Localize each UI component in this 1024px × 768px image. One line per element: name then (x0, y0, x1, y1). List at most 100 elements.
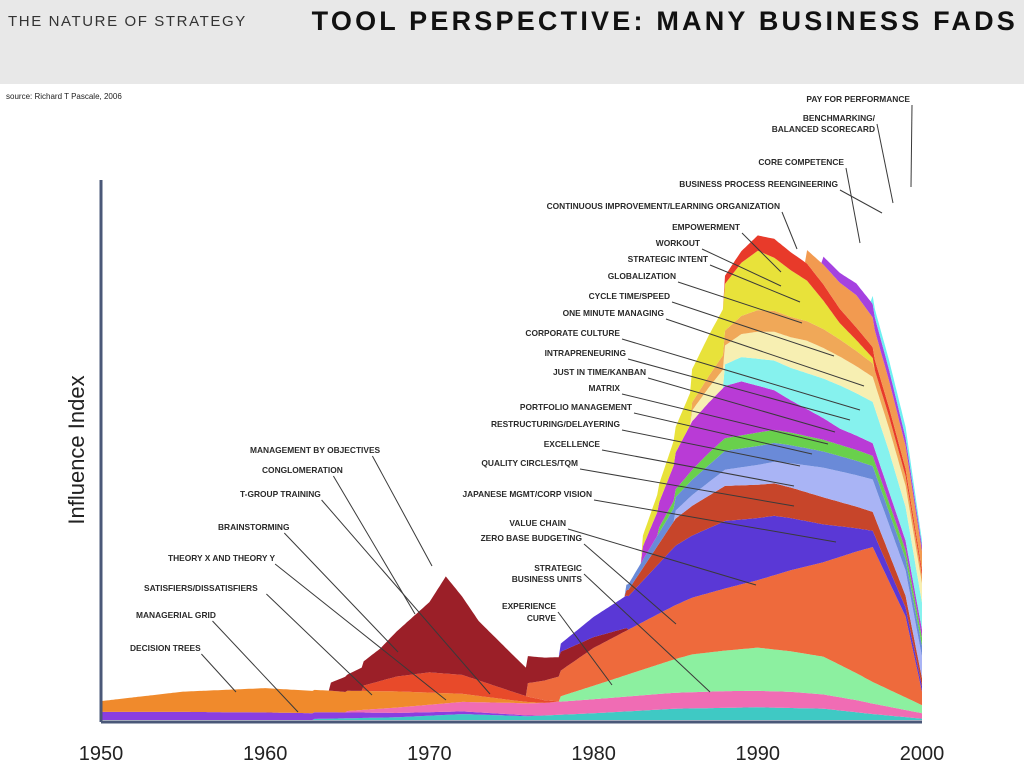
fad-label-management-by-objectives: MANAGEMENT BY OBJECTIVES (250, 445, 381, 455)
leader-line (321, 499, 491, 695)
area-strategic-intent (101, 310, 922, 702)
area-experience-curve (101, 707, 922, 720)
area-globalization (101, 331, 922, 702)
fad-label-excellence: EXCELLENCE (544, 439, 601, 449)
annotation-labels: PAY FOR PERFORMANCE BENCHMARKING/BALANCED… (130, 94, 910, 653)
leader-line (621, 393, 829, 445)
fad-label-continuous-improvement-learning-organization: CONTINUOUS IMPROVEMENT/LEARNING ORGANIZA… (547, 201, 780, 211)
leader-line (567, 528, 757, 586)
fad-label-decision-trees: DECISION TREES (130, 643, 201, 653)
leader-line (274, 563, 447, 701)
leader-line (557, 611, 613, 686)
fad-label-japanese-mgmt-corp-vision: JAPANESE MGMT/CORP VISION (462, 489, 592, 499)
area-excellence (101, 483, 922, 702)
leader-line (677, 281, 803, 324)
fad-label-satisfiers-dissatisfiers: SATISFIERS/DISSATISFIERS (144, 583, 258, 593)
leader-line (633, 412, 813, 455)
fad-label-benchmarking: BENCHMARKING/ (803, 113, 876, 123)
fad-label-empowerment: EMPOWERMENT (672, 222, 741, 232)
leader-line (741, 232, 782, 273)
fad-label-theory-x-and-theory-y: THEORY X AND THEORY Y (168, 553, 275, 563)
area-quality-circles-tqm (101, 515, 922, 702)
slide-title: TOOL PERSPECTIVE: MANY BUSINESS FADS (311, 6, 1018, 36)
area-pay-for-performance (101, 547, 922, 706)
fad-label-business-process-reengineering: BUSINESS PROCESS REENGINEERING (679, 179, 838, 189)
leader-line (839, 189, 883, 214)
fad-label-t-group-training: T-GROUP TRAINING (240, 489, 321, 499)
x-tick-label: 1970 (407, 743, 452, 765)
leader-line (283, 532, 399, 653)
area-zero-base-budgeting (101, 672, 922, 714)
fad-label-globalization: GLOBALIZATION (608, 271, 676, 281)
leader-line (583, 543, 677, 625)
area-decision-trees (101, 707, 922, 720)
fad-label-experience: EXPERIENCE (502, 601, 556, 611)
annotation-leader-lines (201, 104, 913, 713)
area-matrix (101, 442, 922, 702)
leader-line (266, 593, 373, 696)
fad-label-conglomeration: CONGLOMERATION (262, 465, 343, 475)
area-management-by-objectives (101, 547, 922, 702)
leader-line (845, 167, 861, 244)
leader-line (709, 264, 801, 303)
fad-label-just-in-time-kanban: JUST IN TIME/KANBAN (553, 367, 646, 377)
x-tick-label: 1950 (79, 743, 124, 765)
source-note: source: Richard T Pascale, 2006 (6, 92, 122, 101)
leader-line (665, 318, 865, 387)
fad-label-balanced-scorecard: BALANCED SCORECARD (772, 124, 875, 134)
leader-line (876, 123, 894, 204)
fad-label-curve: CURVE (527, 613, 557, 623)
area-business-process-reengineering (101, 235, 922, 702)
x-tick-label: 1960 (243, 743, 288, 765)
fad-label-strategic-intent: STRATEGIC INTENT (628, 254, 709, 264)
fad-label-business-units: BUSINESS UNITS (512, 574, 583, 584)
deck-title: THE NATURE OF STRATEGY (8, 13, 247, 30)
fad-label-one-minute-managing: ONE MINUTE MANAGING (563, 308, 664, 318)
fad-label-zero-base-budgeting: ZERO BASE BUDGETING (481, 533, 582, 543)
x-tick-label: 1990 (736, 743, 781, 765)
fad-label-quality-circles-tqm: QUALITY CIRCLES/TQM (481, 458, 578, 468)
fad-label-core-competence: CORE COMPETENCE (758, 157, 844, 167)
leader-line (601, 449, 795, 487)
fad-label-strategic: STRATEGIC (534, 563, 582, 573)
leader-line (671, 301, 835, 357)
fad-areas (101, 235, 922, 720)
fad-label-workout: WORKOUT (656, 238, 701, 248)
leader-line (212, 620, 299, 713)
area-managerial-grid (101, 688, 922, 714)
leader-line (627, 358, 851, 421)
leader-line (621, 429, 801, 467)
leader-line (332, 475, 416, 615)
area-strategic-business-units (101, 690, 922, 719)
y-axis-label: Influence Index (64, 375, 89, 524)
leader-line (701, 248, 782, 287)
area-continuous-improvement-learning-organization (101, 250, 922, 702)
fad-label-intrapreneuring: INTRAPRENEURING (545, 348, 626, 358)
leader-line (910, 104, 913, 188)
leader-line (593, 499, 837, 543)
leader-line (371, 455, 433, 567)
area-japanese-mgmt-corp-vision (101, 647, 922, 714)
fad-label-brainstorming: BRAINSTORMING (218, 522, 290, 532)
leader-line (201, 653, 237, 693)
fad-label-matrix: MATRIX (589, 383, 621, 393)
fad-label-value-chain: VALUE CHAIN (509, 518, 566, 528)
fad-label-managerial-grid: MANAGERIAL GRID (136, 610, 216, 620)
header-band (0, 0, 1024, 84)
x-tick-label: 2000 (900, 743, 945, 765)
fad-label-pay-for-performance: PAY FOR PERFORMANCE (806, 94, 910, 104)
area-cycle-time-speed (101, 357, 922, 702)
x-tick-label: 1980 (571, 743, 616, 765)
fad-label-portfolio-management: PORTFOLIO MANAGEMENT (520, 402, 633, 412)
area-restructuring-delayering (101, 461, 922, 702)
fad-label-cycle-time-speed: CYCLE TIME/SPEED (589, 291, 670, 301)
leader-line (621, 338, 861, 411)
leader-line (647, 377, 836, 433)
leader-line (781, 211, 798, 250)
x-axis-ticks: 1950 1960 1970 1980 1990 2000 (79, 743, 945, 765)
fad-label-restructuring-delayering: RESTRUCTURING/DELAYERING (491, 419, 620, 429)
fad-label-corporate-culture: CORPORATE CULTURE (525, 328, 620, 338)
leader-line (579, 468, 795, 507)
leader-line (583, 573, 711, 693)
